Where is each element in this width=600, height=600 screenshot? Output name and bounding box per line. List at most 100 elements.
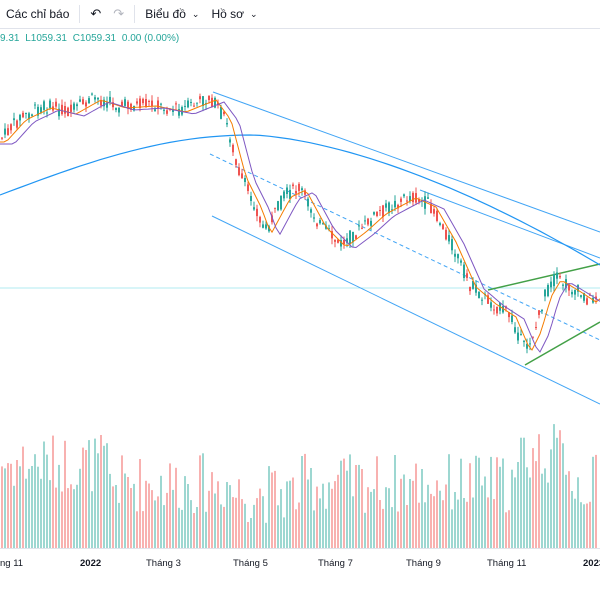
volume-bar (334, 481, 336, 548)
candle-body (304, 190, 306, 195)
candle-body (394, 200, 396, 208)
candle-body (595, 296, 597, 299)
volume-bar (121, 455, 123, 548)
candle-body (202, 96, 204, 106)
time-axis-label: ng 11 (0, 558, 24, 569)
volume-bar (61, 491, 63, 548)
volume-bar (172, 489, 174, 548)
candle-body (73, 103, 75, 110)
candle-body (553, 274, 555, 287)
volume-bar (520, 437, 522, 548)
volume-bar (400, 478, 402, 548)
triangle-upper-line (487, 263, 600, 291)
volume-bar (220, 504, 222, 548)
volume-bar (289, 480, 291, 548)
volume-bar (160, 475, 162, 548)
candle-body (331, 231, 333, 239)
time-axis-label: 2022 (80, 558, 102, 569)
candle-body (376, 211, 378, 216)
volume-bar (118, 502, 120, 548)
volume-bar (517, 462, 519, 548)
candle-body (340, 240, 342, 247)
undo-button[interactable]: ↶ (84, 0, 107, 28)
time-axis-divider (0, 548, 600, 549)
volume-bar (214, 493, 216, 548)
volume-bar (193, 513, 195, 548)
candle-body (538, 310, 540, 315)
volume-bar (64, 440, 66, 548)
volume-bar (445, 484, 447, 548)
candle-body (442, 224, 444, 230)
candle-body (268, 226, 270, 232)
volume-bar (145, 480, 147, 548)
volume-bar (541, 473, 543, 548)
volume-bar (313, 510, 315, 548)
candle-body (229, 139, 231, 143)
candle-body (313, 217, 315, 219)
candle-body (487, 295, 489, 304)
indicators-button[interactable]: Các chỉ báo (0, 0, 75, 28)
volume-bar (73, 489, 75, 548)
candle-body (187, 100, 189, 108)
candle-body (178, 109, 180, 116)
price-chart[interactable] (0, 28, 600, 548)
volume-bar (409, 479, 411, 548)
volume-bar (271, 472, 273, 548)
volume-bar (574, 498, 576, 548)
candle-body (154, 109, 156, 112)
candle-body (319, 220, 321, 224)
volume-bar (547, 482, 549, 548)
candle-body (286, 187, 288, 194)
volume-bar (196, 507, 198, 548)
candle-body (139, 98, 141, 108)
candle-body (64, 106, 66, 114)
candle-body (208, 95, 210, 100)
candle-body (70, 104, 72, 112)
candle-body (88, 98, 90, 104)
candle-body (82, 99, 84, 105)
candle-body (160, 103, 162, 105)
candle-body (76, 104, 78, 107)
volume-bar (85, 450, 87, 548)
candle-body (574, 290, 576, 295)
volume-bar (511, 469, 513, 548)
volume-bar (292, 477, 294, 548)
volume-bar (130, 488, 132, 548)
chart-menu-button[interactable]: Biểu đồ ⌄ (139, 0, 205, 28)
volume-bar (535, 461, 537, 548)
candle-body (277, 201, 279, 211)
candle-body (334, 240, 336, 242)
volume-bar (37, 466, 39, 548)
volume-bar (10, 463, 12, 548)
volume-bar (169, 463, 171, 548)
candle-body (397, 204, 399, 209)
candle-body (562, 284, 564, 286)
profile-menu-button[interactable]: Hồ sơ ⌄ (205, 0, 263, 28)
volume-bar (286, 481, 288, 548)
volume-bar (433, 496, 435, 548)
candle-body (166, 110, 168, 114)
volume-bar (235, 497, 237, 548)
candle-body (352, 232, 354, 243)
volume-bar (88, 440, 90, 548)
candle-body (85, 102, 87, 107)
volume-bar (586, 503, 588, 548)
candle-body (577, 285, 579, 292)
volume-bar (418, 502, 420, 548)
candle-body (193, 105, 195, 107)
candle-body (151, 100, 153, 107)
volume-bar (100, 435, 102, 548)
candle-body (61, 104, 63, 115)
ma-mid-line (0, 101, 600, 353)
volume-bar (232, 497, 234, 548)
time-axis-label: Tháng 9 (406, 558, 441, 569)
volume-bar (187, 484, 189, 548)
volume-bar (502, 458, 504, 548)
candle-body (232, 144, 234, 153)
top-toolbar: Các chỉ báo ↶ ↷ Biểu đồ ⌄ Hồ sơ ⌄ (0, 0, 600, 29)
candle-body (523, 340, 525, 343)
volume-bar (490, 456, 492, 548)
candle-body (226, 123, 228, 125)
volume-bar (259, 488, 261, 548)
redo-button[interactable]: ↷ (107, 0, 130, 28)
